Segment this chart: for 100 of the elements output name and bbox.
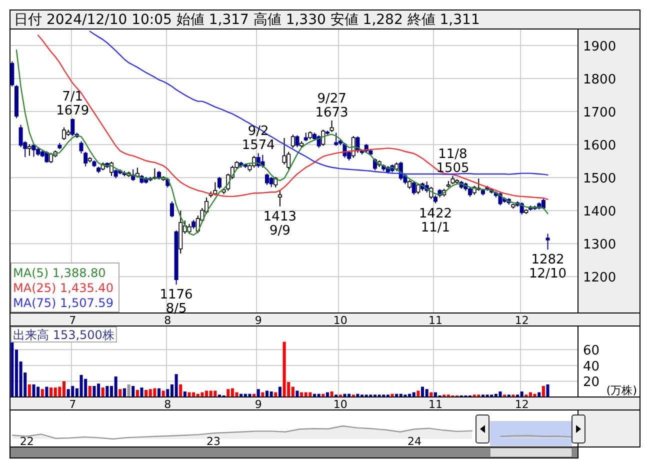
bar: [106, 386, 109, 397]
x-tick-label: 8: [164, 398, 172, 411]
x-tick-label: 10: [333, 314, 348, 327]
line-series: [16, 50, 548, 236]
bar: [132, 386, 135, 397]
x-tick-label: 12: [514, 314, 529, 327]
chart-title: 日付 2024/12/10 10:05 始値 1,317 高値 1,330 安値 1,282 終値 1,311: [14, 12, 480, 28]
bar: [92, 386, 96, 397]
bar: [140, 388, 144, 397]
bar: [158, 388, 161, 397]
bar: [425, 389, 428, 397]
candlestick: [27, 144, 32, 156]
candlestick: [282, 137, 286, 165]
bar: [45, 386, 48, 397]
annotation: 11/8 1505: [436, 146, 470, 176]
bar: [498, 391, 502, 397]
bar: [174, 374, 178, 397]
text: MA(5) 1,388.80: [13, 266, 106, 280]
line-series: [89, 30, 548, 176]
candlestick: [213, 182, 218, 196]
x-tick-label: 24: [408, 435, 422, 448]
chart-title: 出来高 153,500株: [13, 328, 114, 342]
bar: [162, 390, 165, 397]
bar: [266, 390, 269, 397]
bar: [183, 391, 186, 397]
bar: [32, 384, 36, 397]
candlestick: [265, 173, 270, 186]
candlestick: [32, 143, 36, 158]
bar: [88, 386, 92, 397]
bar: [127, 384, 130, 397]
candlestick: [334, 132, 338, 146]
candlestick: [295, 134, 300, 148]
x-tick-label: 11: [428, 314, 442, 327]
annotation: 1422 11/1: [418, 206, 452, 236]
bar: [28, 384, 31, 397]
x-tick-label: 7: [69, 398, 76, 411]
x-tick-label: 10: [333, 398, 348, 411]
y-axis-title: (万株): [606, 384, 637, 397]
y-tick-label: 1200: [583, 270, 616, 286]
bar: [80, 374, 83, 397]
x-tick-label: 23: [206, 435, 221, 448]
x-tick-label: 12: [514, 398, 529, 411]
bar: [209, 390, 212, 397]
x-tick-label: 11: [428, 398, 442, 411]
x-tick-label: 8: [164, 314, 172, 327]
annotation: 1413 9/9: [263, 209, 297, 238]
y-tick-label: 20: [583, 375, 600, 390]
bar: [71, 386, 74, 397]
bar: [270, 391, 273, 397]
bar: [66, 389, 70, 397]
candlestick: [546, 233, 550, 250]
candlestick: [217, 176, 222, 190]
annotation: 9/27 1673: [315, 91, 348, 120]
bar: [136, 390, 139, 397]
text: MA(25) 1,435.40: [13, 281, 114, 295]
x-tick-label: 22: [20, 435, 34, 448]
bar: [122, 388, 126, 397]
bar: [36, 386, 40, 397]
bar: [214, 390, 217, 397]
bar: [153, 388, 156, 397]
bar: [84, 378, 88, 397]
bar: [546, 384, 550, 397]
bar: [118, 389, 122, 397]
candlestick: [321, 129, 326, 146]
annotation: 7/1 1679: [56, 89, 90, 118]
text: MA(75) 1,507.59: [13, 296, 114, 310]
bar: [54, 388, 57, 397]
bar: [256, 389, 260, 397]
x-tick-label: 9: [254, 398, 262, 411]
y-tick-label: 1300: [583, 238, 616, 253]
bar: [179, 384, 182, 397]
bar: [62, 381, 66, 397]
x-tick-label: 7: [69, 314, 76, 327]
x-tick-label: 9: [254, 314, 262, 327]
bar: [10, 340, 14, 397]
line-series: [37, 34, 548, 200]
candlestick: [330, 120, 334, 133]
bar: [282, 342, 286, 397]
candlestick: [170, 200, 174, 218]
bar: [542, 386, 545, 397]
y-tick-label: 1500: [583, 172, 616, 187]
y-tick-label: 60: [583, 344, 600, 359]
y-tick-label: 1600: [583, 138, 616, 154]
bar: [50, 388, 53, 397]
y-tick-label: 1900: [583, 40, 616, 55]
bar: [416, 390, 420, 397]
bar: [520, 391, 524, 397]
candlestick: [70, 118, 75, 136]
bar: [40, 389, 44, 397]
candlestick: [412, 181, 416, 196]
bar: [101, 388, 104, 397]
candlestick: [269, 176, 274, 188]
y-tick-label: 40: [583, 359, 600, 374]
y-tick-label: 1800: [583, 72, 616, 88]
candlestick: [278, 190, 282, 207]
bar: [278, 386, 282, 397]
bar: [148, 389, 152, 397]
bar: [114, 376, 118, 397]
candlestick: [290, 134, 295, 148]
y-tick-label: 1700: [583, 106, 616, 121]
